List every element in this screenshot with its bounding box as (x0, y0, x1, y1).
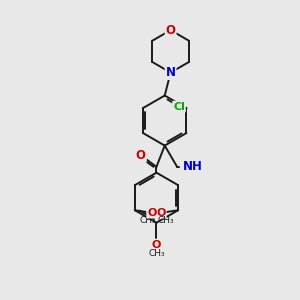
Text: CH₃: CH₃ (148, 249, 165, 258)
Text: O: O (136, 149, 146, 162)
Text: O: O (152, 240, 161, 250)
Text: NH: NH (182, 160, 202, 173)
Text: O: O (147, 208, 157, 218)
Text: N: N (166, 66, 176, 79)
Text: O: O (156, 208, 166, 218)
Text: Cl: Cl (173, 102, 185, 112)
Text: CH₃: CH₃ (139, 216, 156, 225)
Text: CH₃: CH₃ (157, 216, 174, 225)
Text: O: O (166, 24, 176, 37)
